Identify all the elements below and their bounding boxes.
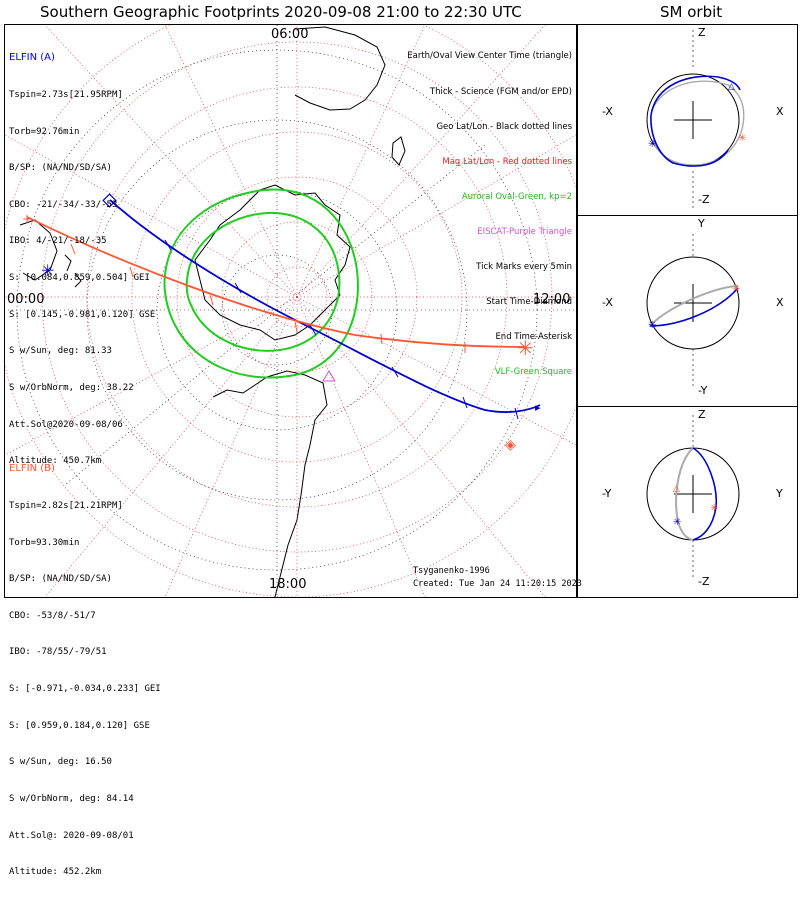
elfin-a-line: S: [0.084,0.859,0.504] GEI	[9, 273, 150, 284]
elfin-b-line: B/SP: (NA/ND/SD/SA)	[9, 574, 112, 585]
elfin-a-track	[109, 199, 541, 413]
legend-entry: Mag Lat/Lon - Red dotted lines	[442, 156, 572, 167]
elfin-a-line: S: [0.145,-0.981,0.120] GSE	[9, 309, 156, 320]
elfin-b-line: IBO: -78/55/-79/51	[9, 647, 107, 658]
elfin-b-line: S w/OrbNorm, deg: 84.14	[9, 793, 134, 804]
legend-entry: Tick Marks every 5min	[476, 262, 572, 273]
elfin-a-ticks	[164, 239, 519, 420]
elfin-a-end-asterisk: ✳	[41, 261, 54, 280]
elfin-b-start-marker: +	[22, 212, 32, 226]
elfin-a-line: Torb=92.76min	[9, 126, 80, 137]
madagascar-landmass	[391, 136, 406, 166]
legend-entry: End Time-Asterisk	[495, 332, 572, 343]
elfin-b-line: S: [0.959,0.184,0.120] GSE	[9, 720, 150, 731]
elfin-b-end-asterisk: ✳	[517, 336, 534, 360]
auroral-oval	[163, 188, 359, 379]
legend-entry: Auroral Oval-Green, kp=2	[461, 191, 572, 202]
orbit-panel-yz: ✳ ✳ △ Z -Z -Y Y	[577, 406, 798, 598]
elfin-a-line: B/SP: (NA/ND/SD/SA)	[9, 163, 112, 174]
axis-label: -Y	[602, 487, 612, 500]
axis-label: Y	[776, 487, 783, 500]
legend-entry: Thick - Science (FGM and/or EPD)	[429, 86, 572, 97]
orbit-panel-xy: ✳ ✳ Y -Y -X X	[577, 215, 798, 407]
map-label-top: 06:00	[271, 27, 309, 42]
orbit-plot-yz: ✳ ✳ △	[646, 415, 740, 577]
svg-text:△: △	[728, 82, 735, 92]
elfin-a-line: Altitude: 450.7km	[9, 456, 102, 467]
orbit-plot-xy: ✳ ✳	[646, 234, 740, 386]
elfin-a-name: ELFIN (A)	[9, 52, 55, 64]
footprint-map-panel: ▸ ✳ + ✳ ◈ ELFIN (A) Tspin=2.73s[21.95RPM…	[4, 24, 582, 877]
orbit-panel-xz: ✳ ✳ △ Z -Z -X X	[577, 24, 798, 216]
map-label-right: 12:00	[533, 292, 571, 307]
elfin-a-end-arrow: ▸	[535, 401, 541, 414]
model-label: Tsyganenko-1996	[413, 566, 490, 576]
legend-entry: Earth/Oval View Center Time (triangle)	[407, 51, 572, 62]
elfin-a-info: ELFIN (A) Tspin=2.73s[21.95RPM] Torb=92.…	[9, 28, 155, 492]
orbit-b-xz	[651, 80, 745, 166]
axis-label: -X	[602, 296, 613, 309]
elfin-a-start-diamond	[102, 193, 117, 208]
svg-text:✳: ✳	[648, 320, 656, 331]
elfin-a-line: Tspin=2.73s[21.95RPM]	[9, 90, 123, 101]
map-label-left: 00:00	[7, 292, 45, 307]
elfin-a-line: Att.Sol@2020-09-08/06	[9, 419, 123, 430]
svg-text:✳: ✳	[732, 284, 740, 295]
axis-label: -Y	[698, 384, 708, 397]
south-america-landmass	[212, 370, 328, 597]
orbit-b-xy	[649, 285, 739, 327]
elfin-a-line: IBO: 4/-21/-18/-35	[9, 236, 107, 247]
axis-label: -X	[602, 105, 613, 118]
axis-label: -Z	[698, 575, 710, 588]
legend-entry: Start Time-Diamond	[486, 297, 572, 308]
svg-text:△: △	[673, 484, 680, 494]
elfin-b-name: ELFIN (B)	[9, 463, 55, 475]
elfin-b-line: Tspin=2.82s[21.21RPM]	[9, 501, 123, 512]
africa-landmass	[294, 26, 386, 111]
map-legend: Earth/Oval View Center Time (triangle) T…	[407, 28, 572, 403]
svg-text:✳: ✳	[738, 133, 746, 144]
elfin-b-line: S: [-0.971,-0.034,0.233] GEI	[9, 684, 161, 695]
map-label-bottom: 18:00	[269, 577, 307, 592]
elfin-a-line: S w/OrbNorm, deg: 38.22	[9, 382, 134, 393]
orbit-a-xz	[650, 75, 741, 167]
legend-entry: Geo Lat/Lon - Black dotted lines	[436, 121, 572, 132]
orbit-a-xy	[649, 287, 739, 327]
vlf-square-marker: ◈	[505, 437, 516, 453]
svg-text:✳: ✳	[673, 517, 681, 528]
axis-label: X	[776, 296, 784, 309]
created-label: Created: Tue Jan 24 11:20:15 2023	[413, 579, 582, 589]
axis-label: -Z	[698, 193, 710, 206]
elfin-b-line: CBO: -53/8/-51/7	[9, 610, 96, 621]
nz-landmass	[64, 254, 82, 288]
elfin-b-ticks	[70, 243, 466, 353]
axis-label: X	[776, 105, 784, 118]
elfin-b-info: ELFIN (B) Tspin=2.82s[21.21RPM] Torb=93.…	[9, 439, 161, 903]
axis-label: Y	[698, 217, 705, 230]
elfin-a-line: S w/Sun, deg: 81.33	[9, 346, 112, 357]
orbit-b-yz	[675, 447, 694, 541]
eiscat-marker	[322, 370, 336, 382]
elfin-b-line: S w/Sun, deg: 16.50	[9, 757, 112, 768]
elfin-b-line: Att.Sol@: 2020-09-08/01	[9, 830, 134, 841]
orbit-title: SM orbit	[660, 3, 723, 21]
elfin-b-track	[26, 216, 526, 348]
orbit-plot-xz: ✳ ✳ △	[646, 30, 746, 210]
elfin-a-line: CBO: -21/-34/-33/-53	[9, 199, 118, 210]
axis-label: Z	[698, 26, 706, 39]
axis-label: Z	[698, 408, 706, 421]
svg-text:✳: ✳	[710, 503, 718, 514]
legend-entry: VLF-Green Square	[494, 367, 572, 378]
elfin-b-line: Altitude: 452.2km	[9, 867, 102, 878]
svg-text:✳: ✳	[648, 139, 656, 150]
orbit-a-yz	[692, 447, 718, 541]
elfin-b-line: Torb=93.30min	[9, 537, 80, 548]
legend-entry: EISCAT-Purple Triangle	[477, 226, 572, 237]
footprint-map: ▸ ✳ + ✳ ◈	[5, 25, 576, 597]
page-title: Southern Geographic Footprints 2020-09-0…	[40, 3, 522, 21]
